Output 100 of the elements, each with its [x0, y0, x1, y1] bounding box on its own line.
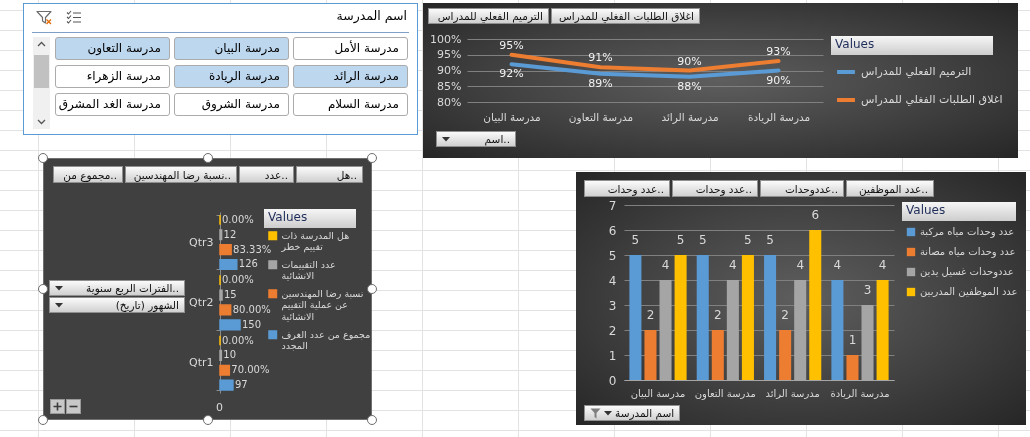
y-tick-label: Qtr1: [189, 356, 214, 370]
legend-label: عدد وحدات مياه مركبة: [920, 226, 1015, 238]
data-label: 6: [811, 208, 820, 222]
data-label: 83.33%: [233, 243, 272, 255]
field-button: نسبة رضا المهندسين..: [125, 166, 237, 183]
data-label: 126: [238, 258, 258, 270]
x-tick-label: مدرسة التعاون: [568, 110, 634, 124]
data-label: 0.00%: [222, 334, 254, 346]
data-label: 5: [631, 233, 640, 247]
bar: [741, 255, 754, 380]
data-label: 90%: [766, 73, 791, 87]
slicer-button: مدرسة الغد المشرق: [55, 93, 170, 116]
y-tick-label: 100%: [430, 32, 462, 46]
slicer-button: مدرسة الزهراء: [55, 65, 170, 88]
legend-title: Values: [835, 37, 875, 51]
bar: [219, 364, 231, 376]
y-tick-label: 80%: [437, 95, 462, 109]
legend-label: نسبة رضا المهندسين عن عملية التقييم الانشائية: [281, 287, 364, 322]
data-label: 89%: [588, 76, 613, 90]
data-label: 0.00%: [222, 213, 254, 225]
bar: [219, 289, 223, 301]
bar: [219, 244, 232, 256]
y-tick-label: Qtr3: [189, 235, 214, 249]
slicer-button: مدرسة التعاون: [55, 37, 170, 60]
data-label: 5: [698, 233, 707, 247]
slicer-button: مدرسة الرائد: [293, 65, 408, 88]
x-tick-label: مدرسة الرائد: [765, 387, 820, 399]
legend-label: الترميم الفعلي للمدراس: [861, 65, 972, 78]
y-tick-label: 85%: [437, 79, 462, 93]
filter-button: اسم..: [436, 131, 516, 147]
data-label: 4: [833, 258, 842, 272]
data-label: 92%: [499, 67, 524, 81]
bar: [219, 304, 232, 316]
field-button: الفترات الربع سنوية..: [49, 280, 185, 296]
data-label: 80.00%: [232, 303, 271, 315]
text: 0: [216, 401, 223, 414]
bar: [876, 280, 889, 380]
data-label: 91%: [588, 51, 613, 65]
x-tick-label: مدرسة الريادة: [830, 387, 890, 399]
x-tick-label: مدرسة البيان: [483, 110, 541, 124]
data-label: 95%: [499, 38, 524, 52]
data-label: 2: [646, 308, 655, 322]
data-label: 88%: [677, 79, 702, 93]
legend-title: Values: [906, 203, 946, 217]
data-label: 12: [223, 228, 237, 240]
slicer-button: مدرسة السلام: [293, 93, 408, 116]
y-tick-label: 2: [608, 323, 617, 338]
y-tick-label: 4: [608, 273, 617, 288]
bar: [629, 255, 642, 380]
bar: [644, 330, 657, 380]
legend-label: مجموع من عدد الغرف المجدد: [281, 328, 371, 352]
field-button: عدد الموظفين..: [846, 180, 934, 197]
legend-label: اغلاق الطلبات الفغلي للمدراس: [861, 93, 1003, 106]
data-label: 97: [234, 379, 248, 391]
field-button: عدد وحدات..: [672, 180, 758, 197]
bar: [219, 319, 241, 331]
data-label: 5: [766, 233, 774, 247]
x-tick-label: مدرسة البيان: [630, 387, 686, 399]
bar: [831, 280, 844, 380]
data-label: 4: [729, 258, 737, 272]
legend-title: Values: [268, 210, 308, 224]
legend-label: هل المدرسة ذات تقييم خطر: [280, 229, 350, 254]
field-button: عدد..: [239, 166, 294, 183]
y-tick-label: Qtr2: [189, 296, 214, 309]
data-label: 4: [878, 258, 887, 272]
data-label: 2: [713, 308, 722, 322]
bar: [674, 255, 687, 380]
bar: [711, 330, 724, 380]
data-label: 90%: [677, 54, 702, 68]
bar: [219, 258, 238, 271]
y-tick-label: 5: [608, 248, 617, 263]
data-label: 0.00%: [222, 274, 254, 286]
slicer-button: مدرسة الريادة: [174, 65, 289, 88]
y-tick-label: 3: [608, 298, 617, 313]
bar: [219, 379, 234, 391]
bar: [696, 255, 709, 380]
data-label: 5: [676, 233, 685, 247]
field-button: الترميم الفعلي للمدراس: [428, 8, 549, 24]
legend-label: عددوحدات غسيل يدين: [920, 266, 1014, 278]
data-label: 150: [242, 318, 262, 330]
bar: [809, 230, 822, 380]
field-button: مجموع من..: [53, 166, 123, 183]
text: اسم المدرسة: [336, 8, 407, 23]
bar: [846, 355, 859, 380]
data-label: 15: [224, 289, 237, 301]
data-label: 4: [796, 258, 805, 272]
data-label: 2: [781, 308, 789, 322]
y-tick-label: 95%: [437, 48, 462, 62]
y-tick-label: 90%: [437, 64, 462, 77]
x-tick-label: مدرسة الرائد: [661, 110, 719, 124]
data-label: 4: [661, 258, 670, 272]
data-label: 93%: [766, 45, 791, 59]
x-tick-label: مدرسة التعاون: [694, 387, 756, 400]
filter-button: اسم المدرسة: [584, 405, 681, 421]
field-button: اغلاق الطلبات الفغلي للمدراس: [551, 8, 700, 24]
y-tick-label: 0: [608, 373, 617, 388]
legend-label: عدد وحدات مياه مصانة: [920, 246, 1016, 258]
slicer-button: مدرسة الشروق: [174, 93, 289, 116]
data-label: 3: [863, 283, 872, 297]
y-tick-label: 6: [608, 223, 617, 238]
